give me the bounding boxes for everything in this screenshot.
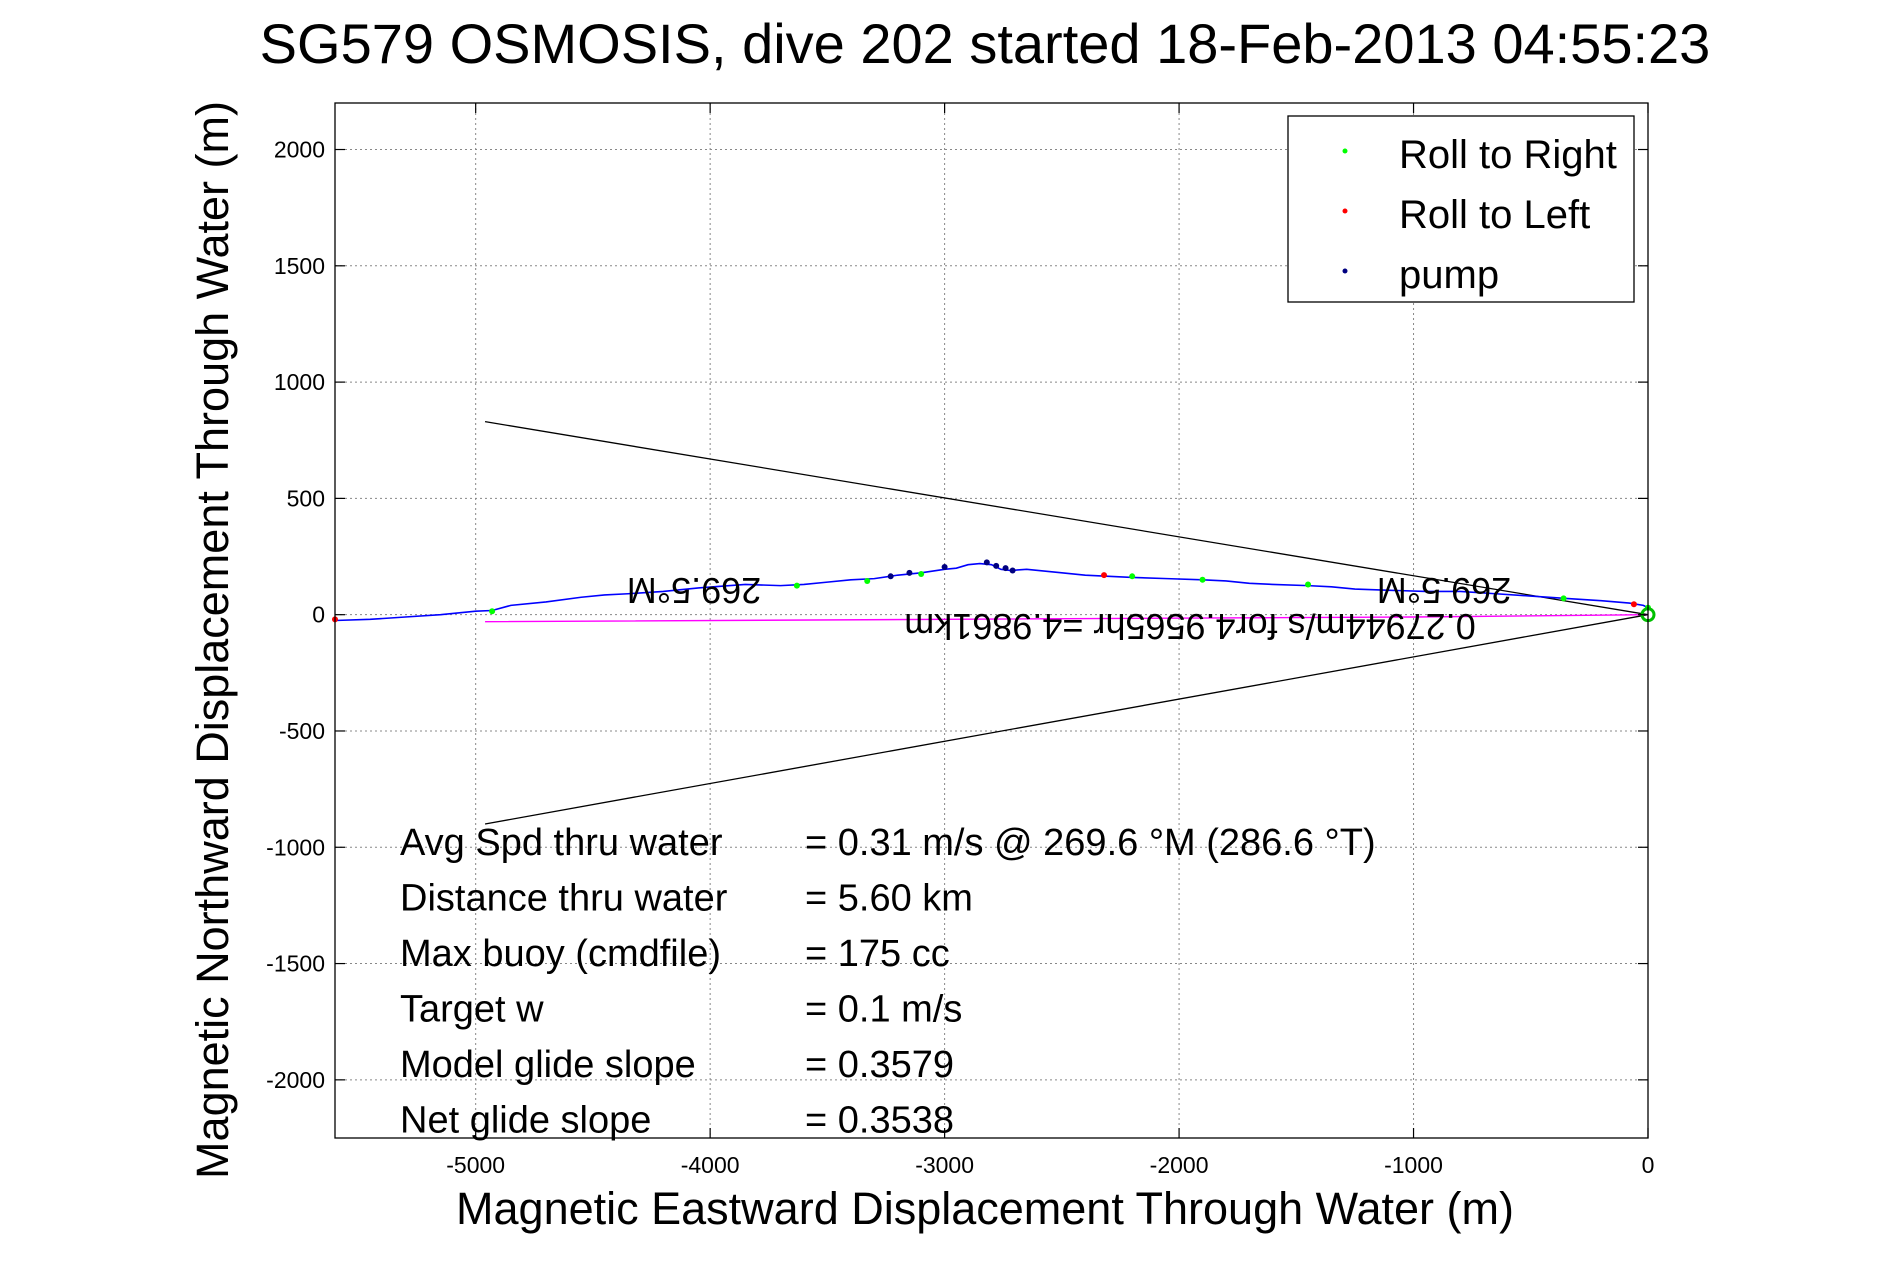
y-tick-label: 0 <box>312 602 325 628</box>
marker-point <box>1002 565 1009 572</box>
axes-box <box>334 102 1649 1139</box>
marker-point <box>1129 573 1136 580</box>
x-tick-label: -4000 <box>681 1152 740 1178</box>
y-tick-label: -1500 <box>266 951 325 977</box>
legend: Roll to Right Roll to Left pump <box>1287 115 1635 303</box>
marker-point <box>887 573 894 580</box>
y-tick-label: 2000 <box>274 137 325 163</box>
marker-point <box>941 564 948 571</box>
markers <box>332 559 1656 623</box>
marker-point <box>489 608 496 615</box>
heading-label-left: 269.5°M <box>627 570 761 611</box>
stats-value: = 5.60 km <box>805 878 973 920</box>
x-tick-label: -3000 <box>915 1152 974 1178</box>
legend-label: pump <box>1399 253 1499 297</box>
y-axis-label: Magnetic Northward Displacement Through … <box>187 101 238 1179</box>
marker-point <box>1009 567 1016 574</box>
annotations: 269.5°M 269.5°M 0.27944m/s for4.9565hr =… <box>627 570 1511 647</box>
fan-line <box>484 614 1649 825</box>
marker-point <box>1305 581 1312 588</box>
marker-point <box>906 569 913 576</box>
stats-label: Max buoy (cmdfile) <box>400 933 721 975</box>
ticks: -5000 -4000 -3000 -2000 -1000 020001500100050… <box>266 103 1654 1178</box>
stats-label: Avg Spd thru water <box>400 822 723 864</box>
x-tick-label: -5000 <box>446 1152 505 1178</box>
marker-point <box>918 570 925 577</box>
x-tick-label: -1000 <box>1384 1152 1443 1178</box>
stats-value: = 0.3538 <box>805 1100 954 1142</box>
legend-label: Roll to Right <box>1399 133 1617 177</box>
legend-marker <box>1342 148 1348 154</box>
marker-point <box>993 562 1000 569</box>
stats-value: = 0.1 m/s <box>805 989 962 1031</box>
marker-point <box>793 582 800 589</box>
y-tick-label: 500 <box>287 485 325 511</box>
legend-marker <box>1342 208 1348 214</box>
heading-label-right: 269.5°M <box>1377 570 1511 611</box>
speed-label: 0.27944m/s for4.9565hr =4.9861km <box>904 606 1475 647</box>
chart-title: SG579 OSMOSIS, dive 202 started 18-Feb-2… <box>260 12 1711 75</box>
legend-marker <box>1342 268 1348 274</box>
marker-point <box>983 559 990 566</box>
x-tick-label: 0 <box>1642 1152 1655 1178</box>
stats-label: Distance thru water <box>400 878 728 920</box>
y-tick-label: -1000 <box>266 834 325 860</box>
stats-value: = 175 cc <box>805 933 950 975</box>
stats-block: Avg Spd thru water = 0.31 m/s @ 269.6 °M … <box>400 822 1376 1142</box>
fan-line <box>484 420 1649 616</box>
legend-label: Roll to Left <box>1399 193 1590 237</box>
marker-point <box>1630 601 1637 608</box>
y-tick-label: -500 <box>279 718 325 744</box>
stats-value: = 0.31 m/s @ 269.6 °M (286.6 °T) <box>805 822 1376 864</box>
dive-track-line <box>334 562 1649 622</box>
stats-value: = 0.3579 <box>805 1044 954 1086</box>
marker-point <box>1560 595 1567 602</box>
series <box>334 562 1649 623</box>
y-tick-label: -2000 <box>266 1067 325 1093</box>
net-path-line <box>485 613 1649 623</box>
y-tick-label: 1500 <box>274 253 325 279</box>
grid <box>335 103 1649 1138</box>
marker-point <box>1101 572 1108 579</box>
stats-label: Net glide slope <box>400 1100 651 1142</box>
marker-point <box>1199 576 1206 583</box>
x-axis-label: Magnetic Eastward Displacement Through W… <box>456 1183 1514 1234</box>
stats-label: Target w <box>400 989 544 1031</box>
x-tick-label: -2000 <box>1150 1152 1209 1178</box>
fan-lines <box>484 420 1649 825</box>
y-tick-label: 1000 <box>274 369 325 395</box>
stats-label: Model glide slope <box>400 1044 696 1086</box>
marker-point <box>864 577 871 584</box>
